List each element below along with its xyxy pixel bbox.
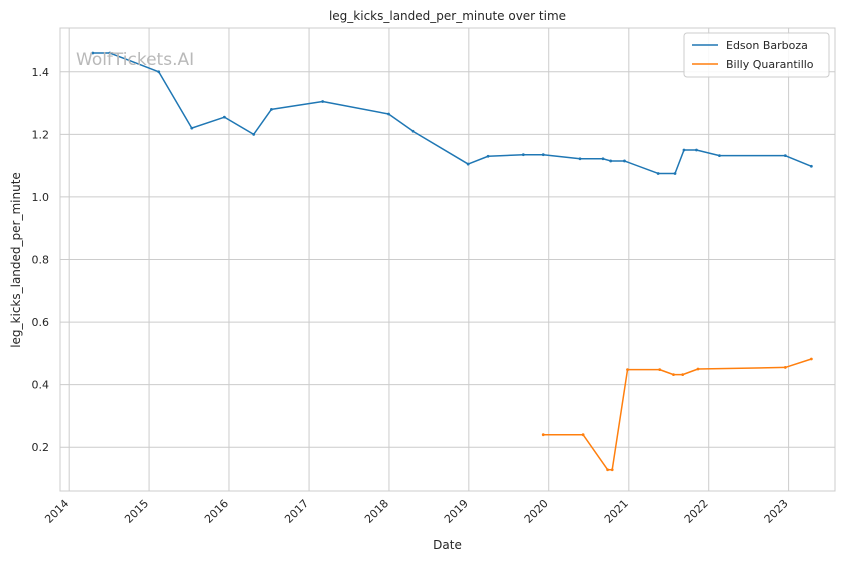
data-point-billy-quarantillo [610,468,614,472]
data-point-billy-quarantillo [696,367,700,371]
legend-label-edson-barboza: Edson Barboza [726,39,808,52]
y-tick-label: 1.0 [32,191,50,204]
legend-box [683,32,830,78]
data-point-edson-barboza [656,172,660,175]
data-point-billy-quarantillo [606,468,609,472]
y-axis-title: leg_kicks_landed_per_minute [9,172,23,348]
data-point-edson-barboza [157,70,161,74]
data-point-billy-quarantillo [541,433,545,437]
data-point-edson-barboza [270,107,273,111]
data-point-edson-barboza [695,148,698,152]
data-point-edson-barboza [411,129,415,133]
data-point-edson-barboza [108,51,112,55]
legend-label-billy-quarantillo: Billy Quarantillo [726,58,814,71]
y-tick-label: 0.4 [32,379,50,392]
y-tick-label: 0.2 [32,441,50,454]
data-point-billy-quarantillo [581,433,585,437]
data-point-edson-barboza [609,159,613,163]
watermark-text: WolfTickets.AI [76,50,194,70]
data-point-edson-barboza [321,100,325,103]
data-point-edson-barboza [809,164,813,168]
data-point-edson-barboza [387,112,390,116]
data-point-edson-barboza [718,154,721,158]
data-point-billy-quarantillo [658,368,662,372]
data-point-edson-barboza [190,126,194,130]
chart-title: leg_kicks_landed_per_minute over time [329,9,566,23]
plot-area-frame [59,27,836,492]
grid-lines [60,28,835,491]
data-point-edson-barboza [623,159,626,163]
data-point-billy-quarantillo [783,366,787,369]
data-point-billy-quarantillo [809,357,813,361]
data-point-edson-barboza [682,148,686,152]
data-point-billy-quarantillo [626,368,629,372]
data-point-edson-barboza [601,157,605,161]
data-point-edson-barboza [521,153,525,157]
data-point-edson-barboza [91,51,95,55]
data-point-billy-quarantillo [672,373,675,377]
data-point-edson-barboza [486,154,490,158]
y-tick-label: 1.2 [32,128,50,141]
data-point-edson-barboza [222,115,226,119]
data-point-edson-barboza [466,162,470,166]
data-point-edson-barboza [673,172,677,175]
legend: Edson Barboza Billy Quarantillo [683,32,830,78]
y-tick-label: 1.4 [32,66,50,79]
data-point-billy-quarantillo [681,373,685,377]
data-point-edson-barboza [252,132,256,136]
y-tick-label: 0.8 [32,254,50,267]
y-tick-label: 0.6 [32,316,50,329]
x-axis-title: Date [433,538,462,552]
data-point-edson-barboza [783,154,787,158]
data-point-edson-barboza [578,157,582,161]
data-point-edson-barboza [541,153,545,157]
series-layer [91,51,813,472]
